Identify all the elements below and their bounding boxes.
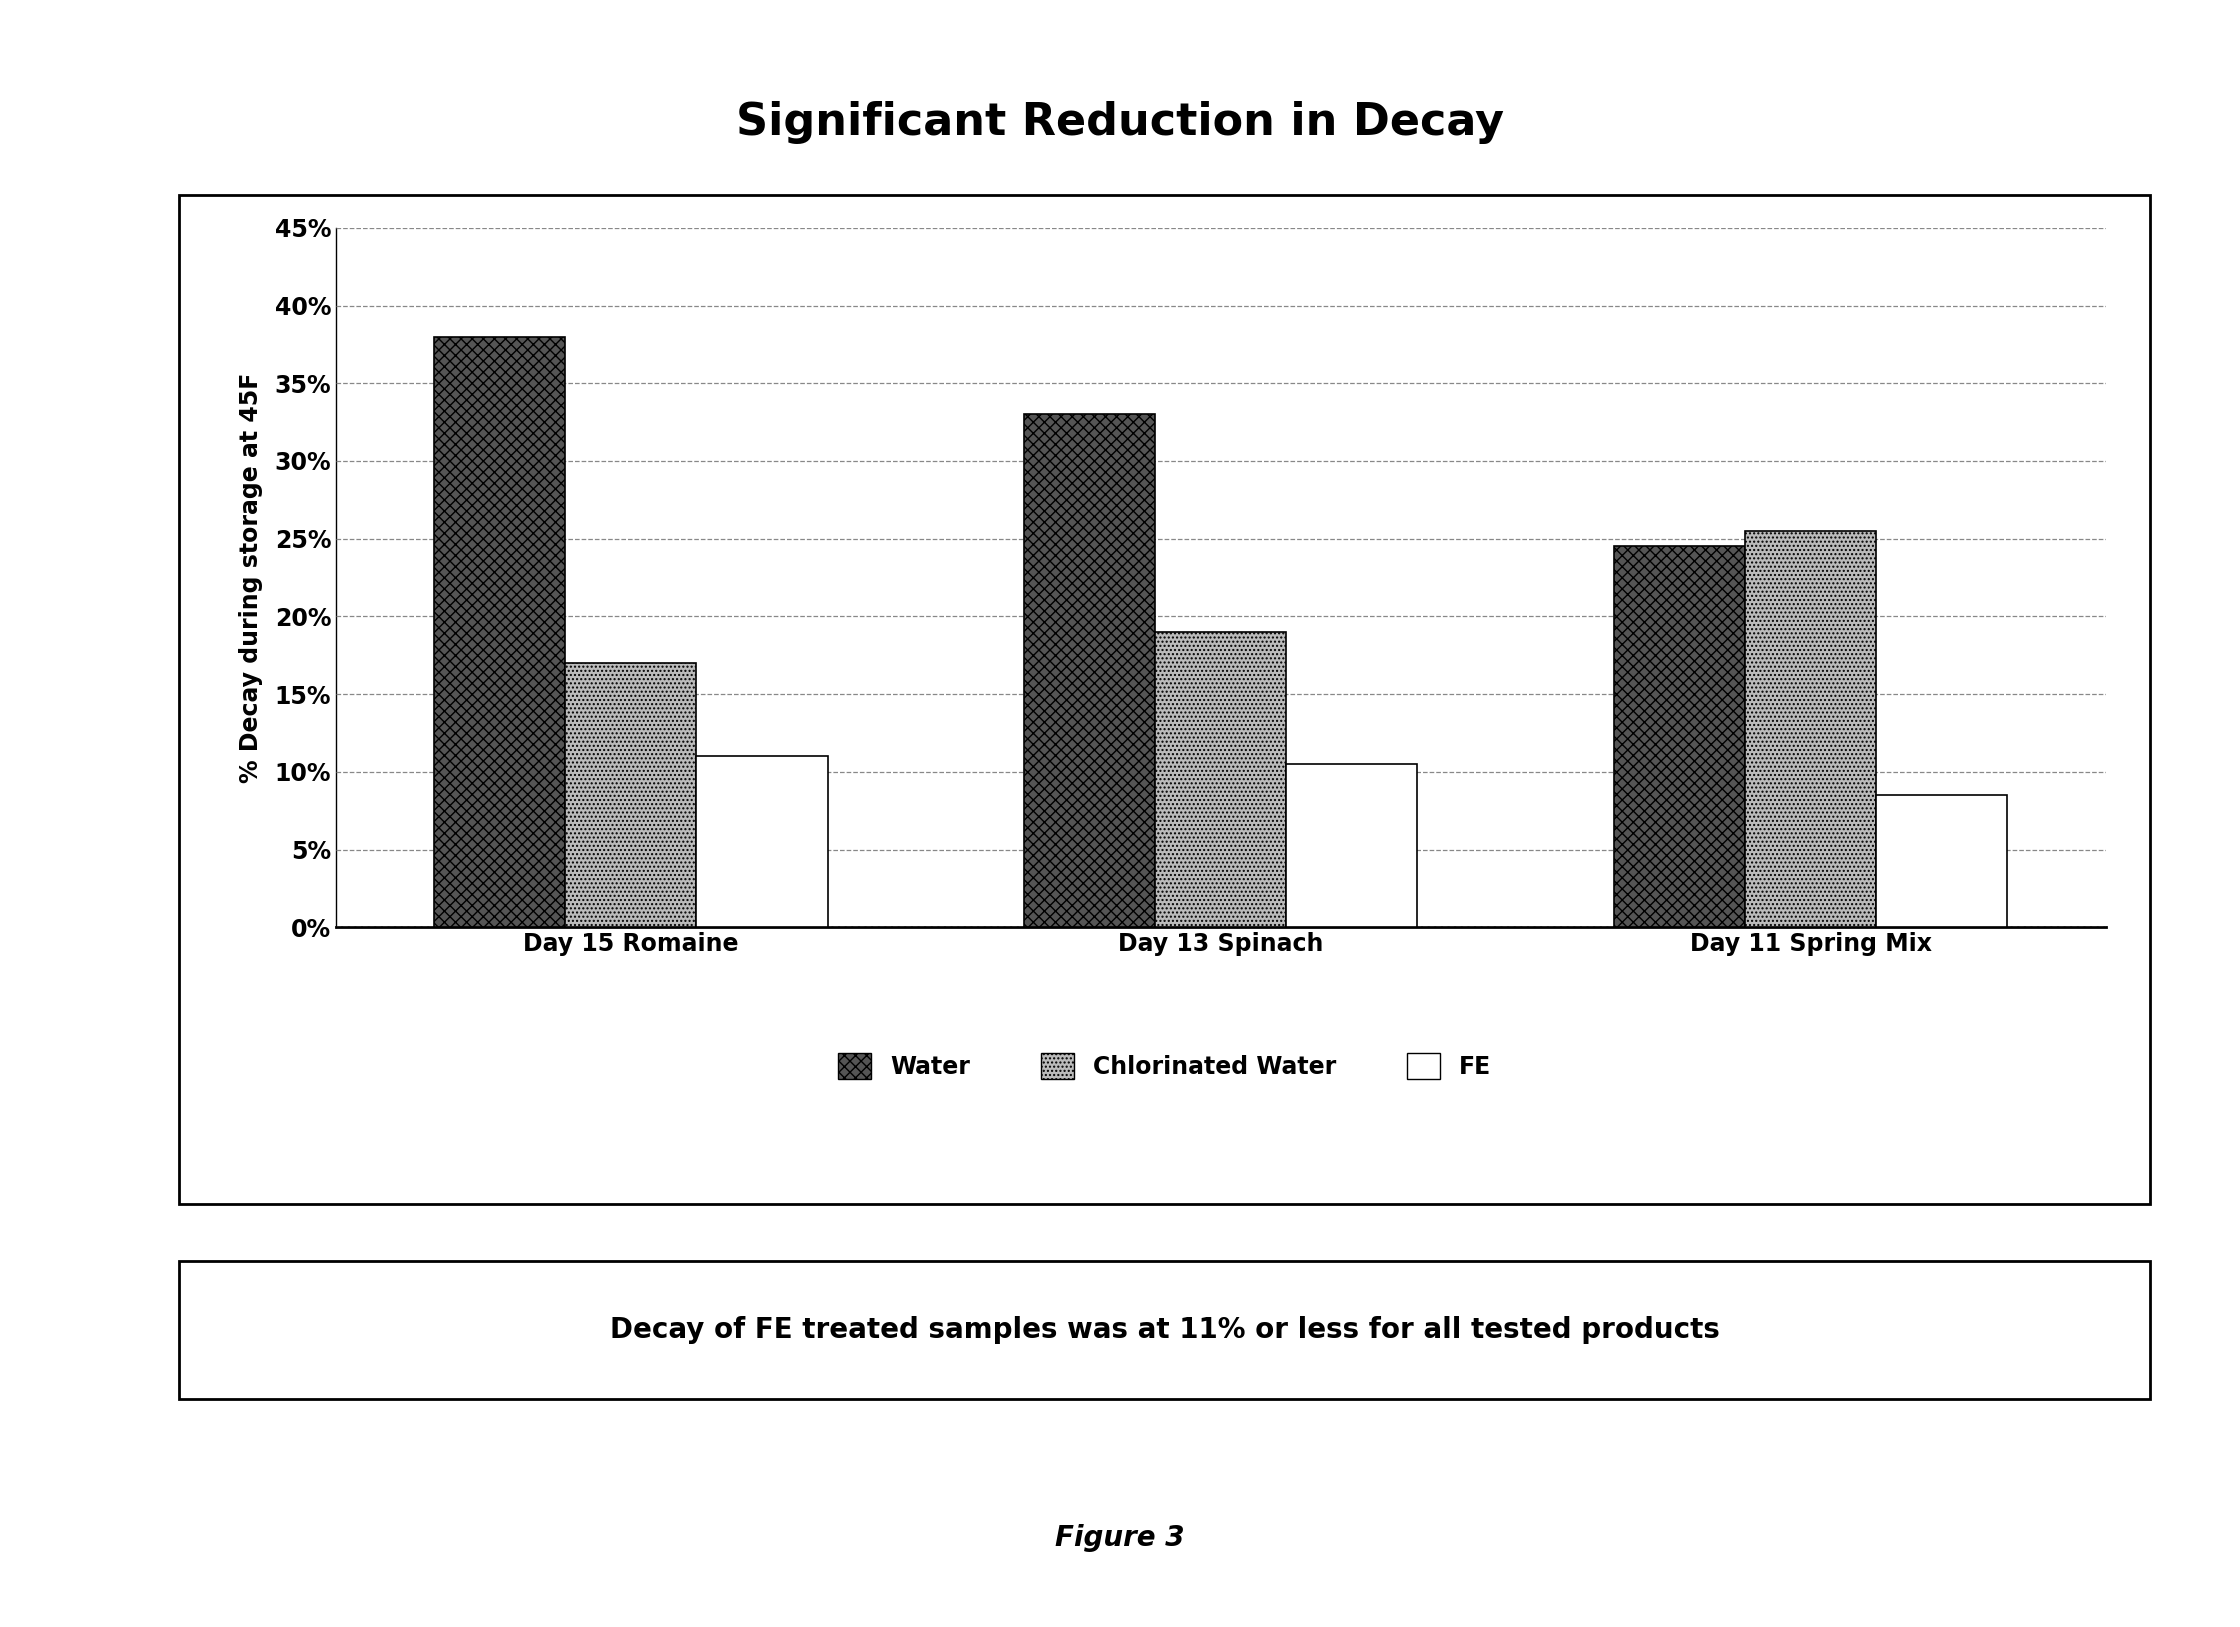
Bar: [697, 757, 827, 927]
Text: Significant Reduction in Decay: Significant Reduction in Decay: [737, 101, 1503, 143]
Bar: [435, 337, 564, 927]
Text: Figure 3: Figure 3: [1055, 1523, 1185, 1552]
Bar: [1024, 415, 1156, 927]
Legend: Water, Chlorinated Water, FE: Water, Chlorinated Water, FE: [831, 1046, 1499, 1085]
Bar: [1286, 765, 1418, 927]
Bar: [1745, 530, 1877, 927]
Bar: [1877, 796, 2007, 927]
Y-axis label: % Decay during storage at 45F: % Decay during storage at 45F: [240, 373, 264, 783]
Bar: [1156, 631, 1286, 927]
Bar: [1615, 547, 1745, 927]
Text: Decay of FE treated samples was at 11% or less for all tested products: Decay of FE treated samples was at 11% o…: [609, 1316, 1720, 1344]
Bar: [564, 664, 697, 927]
